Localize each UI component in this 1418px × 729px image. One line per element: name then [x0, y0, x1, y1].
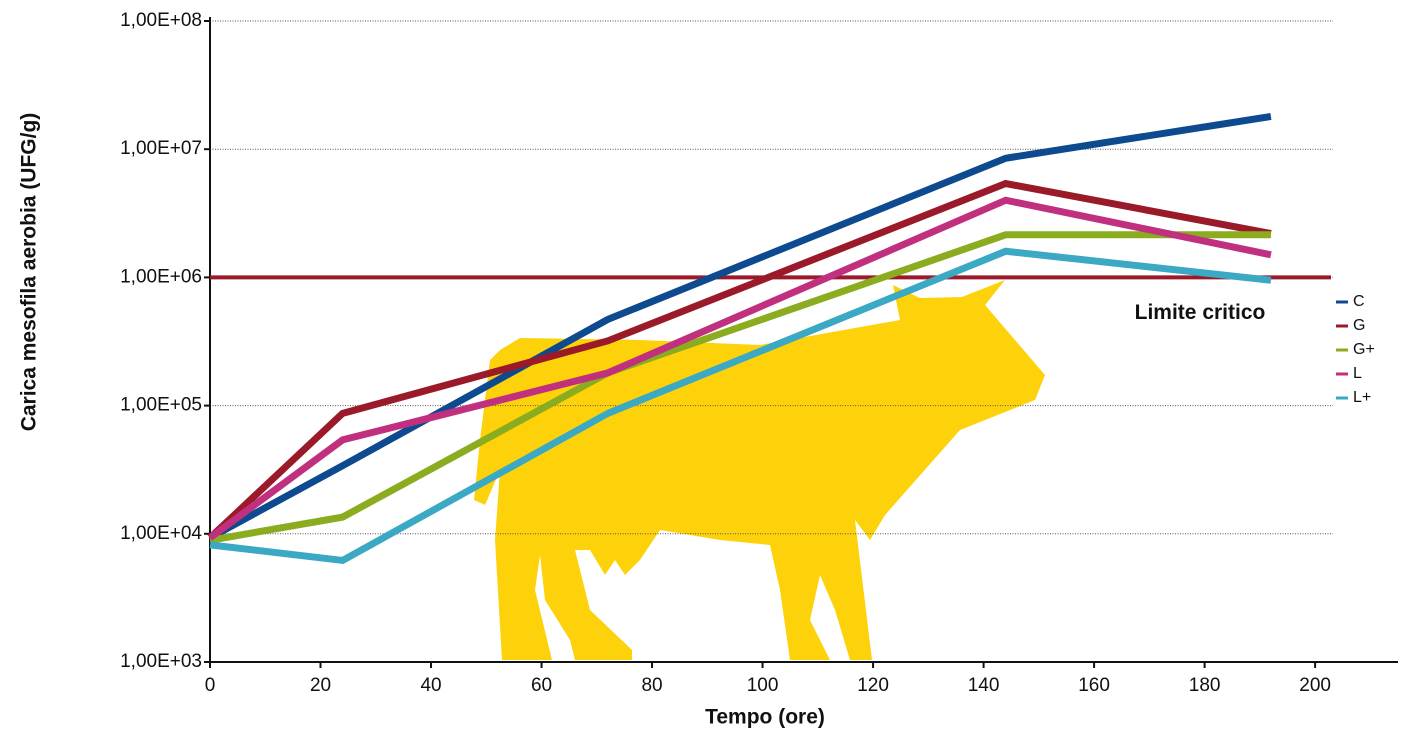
x-tick-label: 80 — [641, 675, 662, 696]
critical-label: Limite critico — [1135, 301, 1266, 324]
legend-label: G — [1353, 317, 1365, 334]
y-tick-label: 1,00E+06 — [120, 266, 202, 287]
y-tick-label: 1,00E+04 — [120, 523, 202, 544]
x-axis-title: Tempo (ore) — [705, 706, 825, 729]
x-tick-label: 140 — [968, 675, 1000, 696]
legend-label: C — [1353, 293, 1365, 310]
series-line — [208, 113, 1272, 541]
x-tick-label: 120 — [857, 675, 889, 696]
y-tick-label: 1,00E+03 — [120, 651, 202, 672]
x-tick-label: 200 — [1299, 675, 1331, 696]
x-tick-label: 100 — [747, 675, 779, 696]
y-axis-title: Carica mesofila aerobia (UFG/g) — [18, 113, 41, 432]
series-line — [207, 196, 1272, 541]
legend-label: L+ — [1353, 389, 1371, 406]
x-tick-label: 40 — [420, 675, 441, 696]
legend-label: G+ — [1353, 341, 1375, 358]
x-tick-label: 160 — [1078, 675, 1110, 696]
x-tick-label: 20 — [310, 675, 331, 696]
series-line — [207, 179, 1272, 541]
legend-label: L — [1353, 365, 1362, 382]
y-tick-label: 1,00E+07 — [120, 138, 202, 159]
x-tick-label: 180 — [1189, 675, 1221, 696]
y-tick-label: 1,00E+08 — [120, 10, 202, 31]
y-tick-label: 1,00E+05 — [120, 395, 202, 416]
x-tick-label: 0 — [205, 675, 216, 696]
series-line — [209, 247, 1272, 565]
x-tick-label: 60 — [531, 675, 552, 696]
cow-illustration — [474, 280, 1045, 660]
